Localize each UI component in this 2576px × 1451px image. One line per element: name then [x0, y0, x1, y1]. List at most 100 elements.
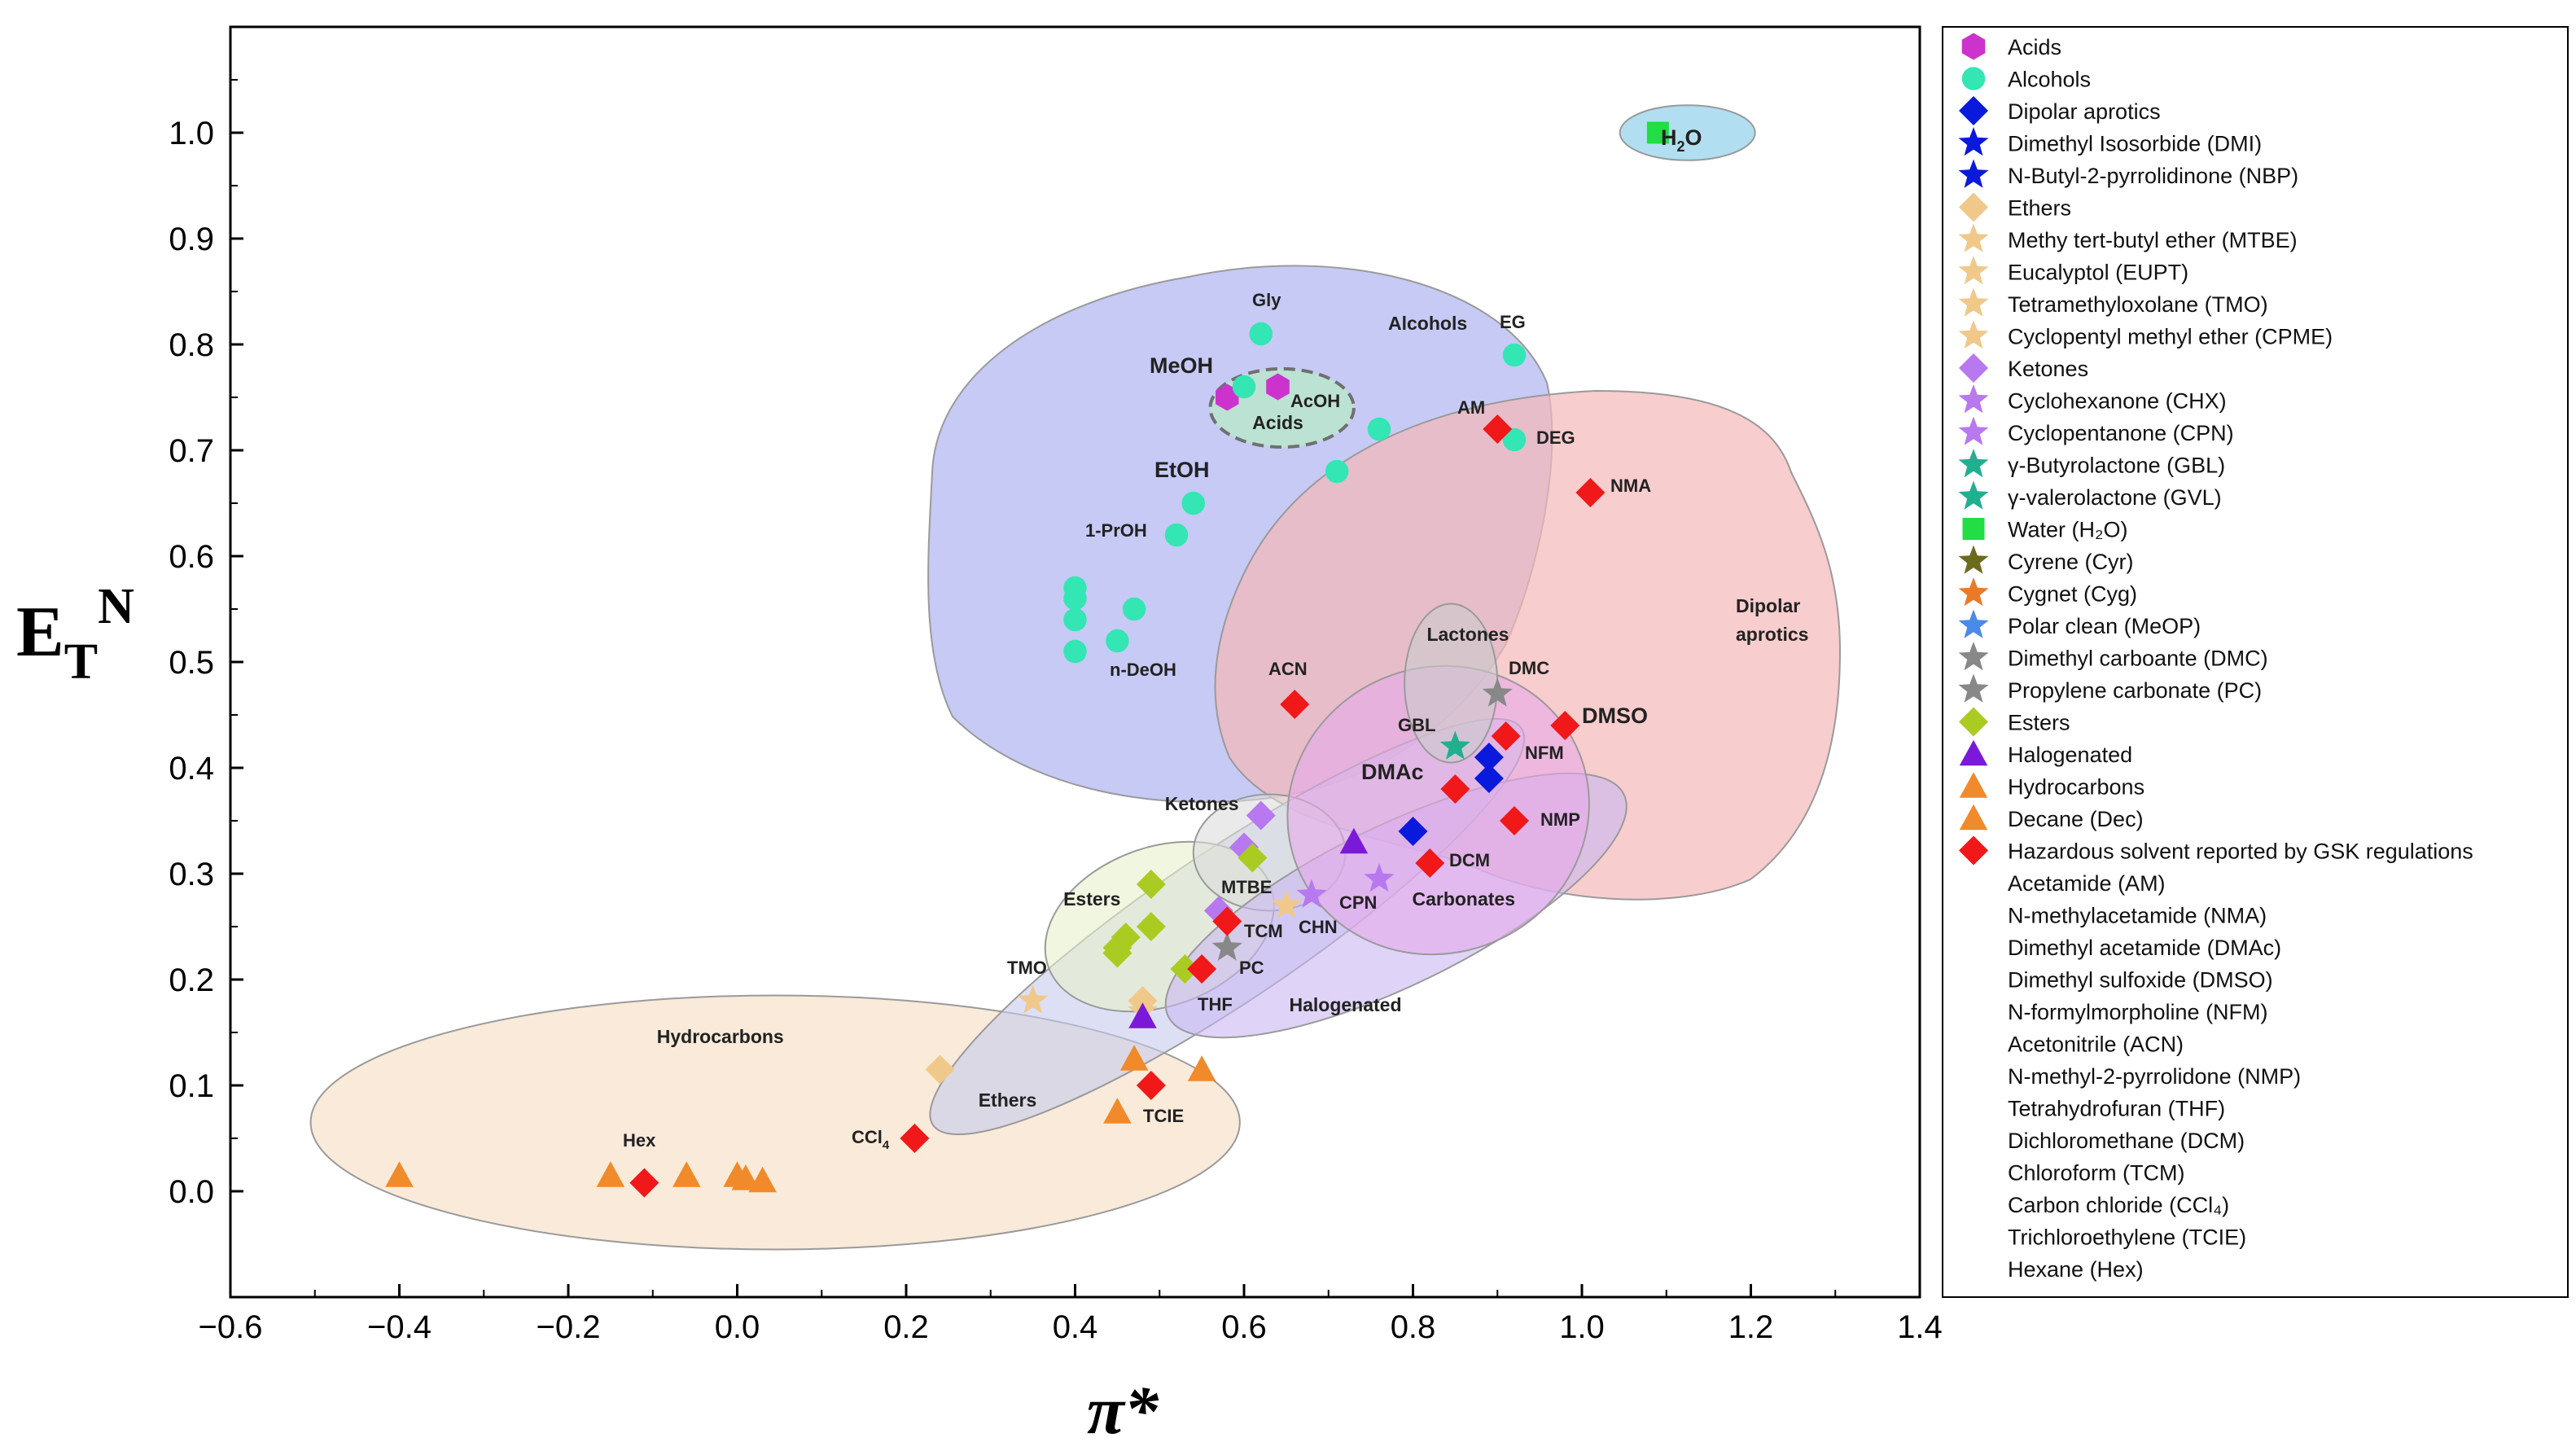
legend-entry-n-methylacetamide-nma: N-methylacetamide (NMA) [2008, 904, 2267, 928]
point-hazardous-solvent-reported-by-gsk-regulations [1415, 848, 1445, 878]
legend-entry-hydrocarbons: Hydrocarbons [2008, 775, 2144, 800]
legend-entry-methy-tert-butyl-ether-mtbe: Methy tert-butyl ether (MTBE) [2008, 228, 2298, 252]
point-esters [1170, 954, 1200, 984]
legend-entry-hexane-hex: Hexane (Hex) [2008, 1257, 2144, 1282]
label-dmac: DMAc [1361, 760, 1424, 784]
legend-entry-dichloromethane-dcm: Dichloromethane (DCM) [2008, 1129, 2245, 1153]
point-hazardous-solvent-reported-by-gsk-regulations [1212, 906, 1242, 936]
label-deg: DEG [1536, 427, 1575, 448]
region-label-acids: Acids [1252, 412, 1303, 433]
point-ketones-stars [1296, 879, 1327, 908]
y-axis-title: ETN [16, 579, 134, 690]
legend-entry-ethers: Ethers [2008, 196, 2071, 221]
point-hazardous-solvent-reported-by-gsk-regulations [1136, 1071, 1166, 1100]
label-tcm: TCM [1244, 921, 1283, 941]
x-tick-label: −0.4 [367, 1309, 432, 1345]
x-axis-title: π* [1087, 1373, 1159, 1449]
x-tick-label: −0.2 [537, 1309, 601, 1345]
point-hazardous-solvent-reported-by-gsk-regulations [1440, 774, 1470, 804]
point-acids [1266, 373, 1290, 401]
point-hazardous-solvent-reported-by-gsk-regulations [900, 1124, 930, 1153]
label-am: AM [1457, 397, 1485, 418]
legend-marker-esters [1959, 707, 1988, 737]
point-alcohols [1367, 417, 1391, 441]
legend-entry-esters: Esters [2008, 711, 2070, 735]
label-chn: CHN [1299, 917, 1338, 937]
legend-entry-dimethyl-acetamide-dmac: Dimethyl acetamide (DMAc) [2008, 936, 2281, 960]
annotation-labels: Alcohols Dipolar aprotics Gly EG MeOH Ac… [623, 125, 1808, 1152]
point-dipolar-aprotics [1474, 743, 1504, 772]
point-hazardous-solvent-reported-by-gsk-regulations [1280, 690, 1310, 719]
legend-entry-hazardous-solvent-reported-by-gsk-regulations: Hazardous solvent reported by GSK regula… [2008, 839, 2473, 864]
legend-entry-n-formylmorpholine-nfm: N-formylmorpholine (NFM) [2008, 1000, 2268, 1024]
region-label-carbonates: Carbonates [1412, 888, 1515, 910]
label-acoh: AcOH [1290, 391, 1340, 411]
point-alcohols [1325, 459, 1349, 484]
label-tmo: TMO [1007, 958, 1047, 978]
y-tick-label: 0.5 [169, 645, 214, 681]
point-dipolar-aprotics [1398, 817, 1428, 846]
point-hazardous-solvent-reported-by-gsk-regulations [1483, 414, 1513, 444]
legend-entry-cyclopentyl-methyl-ether-cpme: Cyclopentyl methyl ether (CPME) [2008, 325, 2333, 349]
y-tick-label: 0.9 [169, 221, 214, 257]
legend-marker-water-h-o [1962, 518, 1985, 540]
legend-entry-acetonitrile-acn: Acetonitrile (ACN) [2008, 1032, 2184, 1057]
region-label-halogenated: Halogenated [1289, 994, 1401, 1015]
region-label-dipolar-line2: aprotics [1736, 624, 1808, 645]
legend-entry-tetramethyloxolane-tmo: Tetramethyloxolane (TMO) [2008, 292, 2268, 317]
legend-entry-eucalyptol-eupt: Eucalyptol (EUPT) [2008, 261, 2188, 285]
legend-entry-n-butyl-2-pyrrolidinone-nbp: N-Butyl-2-pyrrolidinone (NBP) [2008, 164, 2298, 188]
point-alcohols [1063, 607, 1087, 632]
legend-marker-ethers [1959, 192, 1988, 222]
legend-entry-acids: Acids [2008, 35, 2061, 59]
x-tick-label: 0.6 [1221, 1309, 1267, 1345]
legend-marker-acids [1961, 33, 1986, 60]
point-hazardous-solvent-reported-by-gsk-regulations [1575, 478, 1606, 507]
axis-titles: π* ETN [16, 579, 1159, 1449]
label-dmc: DMC [1509, 658, 1549, 678]
region-label-hydrocarbons: Hydrocarbons [657, 1026, 784, 1047]
legend-marker-alcohols [1961, 67, 1986, 90]
legend-entry-chloroform-tcm: Chloroform (TCM) [2008, 1161, 2185, 1186]
legend-marker-valerolactone-gvl [1958, 480, 1989, 510]
x-tick-label: 1.4 [1897, 1309, 1943, 1345]
point-halogenated [1128, 1002, 1157, 1028]
point-hydrocarbons [748, 1166, 777, 1193]
point-water [1646, 121, 1669, 144]
ellipse-region-layer: Hydrocarbons Ethers Esters Ketones Halogenat… [309, 104, 1756, 1251]
region-label-esters: Esters [1063, 888, 1120, 910]
label-dcm: DCM [1449, 850, 1490, 870]
point-ethers-stars [1018, 984, 1049, 1014]
legend-marker-propylene-carbonate-pc [1958, 673, 1989, 703]
point-hydrocarbons [596, 1161, 625, 1187]
point-hydrocarbons [731, 1164, 760, 1190]
point-alcohols [1502, 343, 1527, 367]
label-cpn: CPN [1339, 892, 1377, 913]
legend-marker-cyclopentanone-cpn [1958, 416, 1989, 445]
point-hazardous-solvent-reported-by-gsk-regulations [629, 1168, 659, 1198]
label-meoh: MeOH [1150, 353, 1213, 378]
point-halogenated [1339, 827, 1369, 854]
legend-entry-polar-clean-meop: Polar clean (MeOP) [2008, 614, 2201, 638]
label-1-proh: 1-PrOH [1085, 520, 1147, 541]
legend-entry-decane-dec: Decane (Dec) [2008, 807, 2144, 831]
label-etoh: EtOH [1154, 458, 1210, 482]
point-alcohols [1164, 523, 1189, 547]
y-tick-label: 0.3 [169, 857, 214, 892]
legend-marker-decane-dec [1959, 804, 1988, 831]
legend-marker-cygnet-cyg [1958, 577, 1989, 607]
legend-entry-dimethyl-carboante-dmc: Dimethyl carboante (DMC) [2008, 647, 2268, 671]
point-lactones [1439, 730, 1470, 760]
label-thf: THF [1198, 994, 1233, 1015]
x-tick-label: 0.8 [1391, 1309, 1436, 1345]
y-tick-label: 0.0 [169, 1174, 214, 1210]
label-hex: Hex [623, 1130, 656, 1151]
legend-marker-cyclopentyl-methyl-ether-cpme [1958, 320, 1989, 349]
label-h2o: H2O [1661, 125, 1702, 155]
label-mtbe: MTBE [1221, 877, 1272, 897]
legend-entry-n-methyl-2-pyrrolidone-nmp: N-methyl-2-pyrrolidone (NMP) [2008, 1064, 2301, 1089]
legend-marker-n-butyl-2-pyrrolidinone-nbp [1958, 159, 1989, 188]
region-label-ethers: Ethers [979, 1089, 1037, 1111]
label-gbl: GBL [1398, 715, 1435, 735]
y-tick-label: 1.0 [169, 116, 214, 151]
